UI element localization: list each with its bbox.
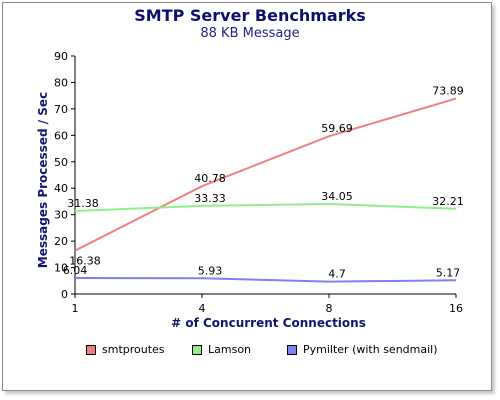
legend-swatch (86, 345, 96, 355)
series-line-lamson (75, 204, 456, 211)
chart-legend: smtproutes Lamson Pymilter (with sendmail) (0, 343, 500, 361)
y-tick-label: 40 (54, 182, 68, 195)
legend-swatch (287, 345, 297, 355)
legend-swatch (192, 345, 202, 355)
y-tick-label: 60 (54, 129, 68, 142)
legend-item: smtproutes (86, 343, 165, 356)
legend-item: Pymilter (with sendmail) (287, 343, 438, 356)
data-label: 33.33 (194, 192, 226, 205)
data-label: 32.21 (432, 195, 464, 208)
legend-label: smtproutes (102, 343, 165, 356)
legend-label: Lamson (208, 343, 251, 356)
x-tick-label: 8 (326, 302, 333, 315)
series-line-pymilter-with-sendmail- (75, 278, 456, 282)
legend-item: Lamson (192, 343, 251, 356)
x-axis-title: # of Concurrent Connections (171, 316, 366, 330)
y-axis-title: Messages Processed / Sec (36, 92, 50, 268)
x-tick-label: 4 (199, 302, 206, 315)
data-label: 4.7 (328, 268, 346, 281)
data-label: 31.38 (67, 197, 99, 210)
data-label: 59.69 (321, 122, 353, 135)
y-tick-label: 20 (54, 235, 68, 248)
data-label: 5.93 (198, 264, 223, 277)
y-tick-label: 70 (54, 103, 68, 116)
y-tick-label: 0 (61, 288, 68, 301)
x-tick-label: 1 (72, 302, 79, 315)
y-tick-label: 30 (54, 209, 68, 222)
series-line-smtproutes (75, 99, 456, 251)
y-tick-label: 80 (54, 76, 68, 89)
data-label: 34.05 (321, 190, 353, 203)
y-tick-label: 50 (54, 156, 68, 169)
legend-label: Pymilter (with sendmail) (303, 343, 438, 356)
x-tick-label: 16 (449, 302, 463, 315)
data-label: 40.78 (194, 172, 226, 185)
y-tick-label: 90 (54, 50, 68, 63)
data-label: 5.17 (436, 266, 461, 279)
data-label: 73.89 (432, 85, 464, 98)
data-label: 6.04 (63, 264, 88, 277)
